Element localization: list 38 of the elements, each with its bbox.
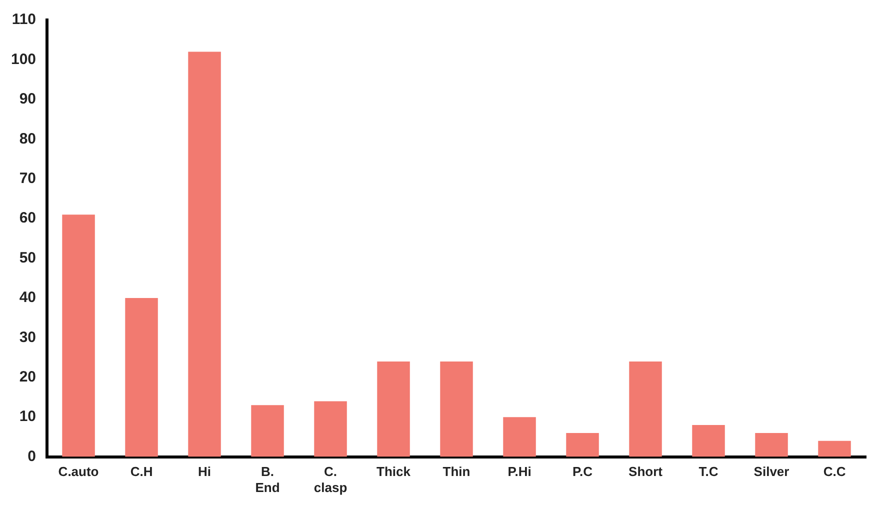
x-tick-label: Hi <box>198 464 212 480</box>
y-tick-label: 90 <box>19 90 36 108</box>
x-tick-label: C.H <box>130 464 153 480</box>
bar <box>503 417 536 457</box>
bar <box>314 401 347 457</box>
bar <box>251 405 284 457</box>
y-tick-label: 60 <box>19 210 36 227</box>
y-tick-label: 0 <box>28 448 36 465</box>
y-tick-label: 80 <box>19 130 36 148</box>
y-tick-label: 110 <box>12 11 36 28</box>
x-tick-label: B. End <box>255 464 280 495</box>
bar <box>566 432 599 457</box>
bar <box>629 362 662 457</box>
bar <box>377 362 410 457</box>
x-tick-label: Silver <box>754 464 790 480</box>
bar <box>62 214 95 457</box>
bar <box>125 298 158 457</box>
bar <box>188 52 221 457</box>
y-tick-label: 40 <box>19 289 36 306</box>
x-tick-label: T.C <box>698 464 719 480</box>
y-tick-label: 50 <box>19 249 36 266</box>
y-tick-label: 100 <box>10 50 36 68</box>
bar <box>755 432 788 457</box>
x-tick-label: Thick <box>376 464 412 480</box>
x-tick-label: C.auto <box>58 464 99 480</box>
y-tick-label: 10 <box>19 408 36 426</box>
x-tick-label: C. clasp <box>314 464 348 495</box>
bar <box>692 425 725 457</box>
y-tick-label: 30 <box>19 328 36 346</box>
x-tick-label: C.C <box>823 464 846 480</box>
x-tick-label: P.Hi <box>508 464 532 480</box>
x-tick-label: P.C <box>572 464 594 480</box>
y-tick-label: 20 <box>19 368 36 386</box>
x-tick-label: Short <box>628 464 664 480</box>
x-tick-label: Thin <box>442 464 470 480</box>
y-tick-label: 70 <box>19 170 36 187</box>
bar <box>440 362 473 457</box>
bar <box>818 440 851 457</box>
